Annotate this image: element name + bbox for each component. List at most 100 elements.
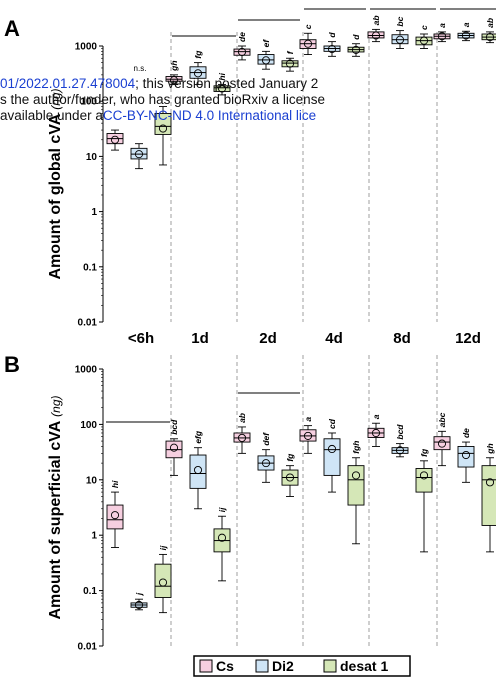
legend-label-cs: Cs <box>216 658 234 674</box>
panel-b-box-12d-desat1-significance-label: gh <box>485 443 495 454</box>
panel-a-box-8d-Di2-mean-marker <box>395 35 405 44</box>
panel-b-letter: B <box>4 352 20 377</box>
category-label-2d: 2d <box>259 330 277 347</box>
panel-a-y-tick-label: 1 <box>91 207 97 218</box>
legend-label-desat1: desat 1 <box>340 658 388 674</box>
panel-a-box-4d-Cs-mean-marker <box>303 39 313 48</box>
panel-b-y-axis-label: Amount of superficial cVA (ng) <box>47 395 64 619</box>
panel-b-box-8d-Cs-significance-label: a <box>371 414 381 419</box>
panel-a-box-4d-desat1-significance-label: d <box>351 34 361 40</box>
category-label-6h: <6h <box>128 330 154 347</box>
panel-b-y-tick-label: 0.01 <box>78 642 98 653</box>
panel-a-box-2d-Cs <box>233 48 251 56</box>
panel-b-box-6h-Cs-significance-label: hi <box>110 480 120 488</box>
panel-a-box-4d-Cs-significance-label: c <box>303 24 313 29</box>
panel-a-box-4d-Di2-significance-label: d <box>327 32 337 38</box>
panel-a-y-axis-label-text: Amount of global cVA <box>47 110 64 280</box>
panel-b-box-8d-Di2-significance-label: bcd <box>395 424 405 440</box>
panel-b-box-2d-desat1-mean-marker <box>285 473 295 482</box>
banner-posted-text: ; this version posted January 2 <box>135 76 319 91</box>
panel-a-box-2d-Cs-significance-label: de <box>237 32 247 42</box>
panel-a-box-8d-desat1-significance-label: c <box>419 25 429 30</box>
panel-a-box-2d-Di2 <box>257 54 275 65</box>
doi-link[interactable]: 01/2022.01.27.478004 <box>0 76 136 91</box>
panel-b-box-6h-Cs-mean-marker <box>110 511 120 520</box>
panel-b-box-4d-Cs-mean-marker <box>303 431 313 440</box>
panel-a-box-2d-Cs-mean-marker <box>237 47 247 57</box>
panel-a-letter: A <box>4 16 20 41</box>
panel-a-box-2d-desat1-mean-marker <box>285 59 295 68</box>
panel-a-box-12d-desat1-mean-marker <box>485 33 495 42</box>
panel-b-box-2d-desat1-significance-label: fg <box>285 453 295 462</box>
panel-a-box-2d-Di2-mean-marker <box>261 56 271 65</box>
panel-a-box-1d-Di2-mean-marker <box>193 69 203 78</box>
legend-swatch-cs <box>199 659 213 673</box>
panel-b-box-1d-Cs-significance-label: bcd <box>169 419 179 435</box>
preprint-banner-line1: 01/2022.01.27.478004; this version poste… <box>0 76 318 92</box>
panel-b-box-12d-desat1-mean-marker <box>485 478 495 487</box>
panel-a-box-12d-Di2-significance-label: a <box>461 22 471 27</box>
panel-a-box-12d-desat1-significance-label: ab <box>485 18 495 28</box>
panel-b-box-1d-desat1-significance-label: ij <box>217 507 227 512</box>
panel-b-box-12d-Di2-significance-label: de <box>461 428 471 438</box>
panel-b-box-8d-desat1-mean-marker <box>419 471 429 480</box>
panel-a-box-1d-Di2-significance-label: fg <box>193 50 203 59</box>
panel-b-box-2d-Di2-mean-marker <box>261 459 271 468</box>
panel-b-box-12d-Di2 <box>457 445 475 468</box>
panel-a-box-1d-desat1-significance-label: hi <box>217 72 227 80</box>
panel-b-box-8d-Di2-mean-marker <box>395 446 405 455</box>
panel-b-box-6h-Di2-mean-marker <box>134 600 144 610</box>
panel-a-y-axis-label: Amount of global cVA (ng) <box>47 88 64 279</box>
panel-b-box-2d-Di2-significance-label: def <box>261 432 271 446</box>
panel-a-box-2d-desat1-significance-label: f <box>285 50 295 54</box>
panel-a-box-2d-Di2-significance-label: ef <box>261 39 271 48</box>
panel-a-box-6h-desat1-mean-marker <box>158 124 168 133</box>
panel-b-box-1d-Di2-mean-marker <box>193 465 203 475</box>
legend-box <box>193 655 411 677</box>
category-label-8d: 8d <box>393 330 411 347</box>
panel-b-box-6h-desat1-mean-marker <box>158 578 168 587</box>
panel-a-ns-annotation: n.s. <box>134 64 147 73</box>
panel-a-y-axis-unit: (ng) <box>49 88 63 109</box>
panel-b-box-6h-Cs <box>106 504 124 530</box>
category-label-1d: 1d <box>191 330 209 347</box>
panel-a-box-1d-desat1-mean-marker <box>217 84 227 93</box>
panel-a-box-8d-Di2-significance-label: bc <box>395 16 405 26</box>
panel-a-box-1d-desat1 <box>213 85 231 92</box>
panel-b-box-1d-Di2-significance-label: efg <box>193 430 203 444</box>
panel-b-box-1d-Cs-mean-marker <box>169 443 179 452</box>
panel-b-box-2d-Cs-significance-label: ab <box>237 413 247 423</box>
panel-b-box-8d-desat1 <box>415 468 433 493</box>
panel-b-box-8d-desat1-significance-label: fg <box>419 448 429 457</box>
panel-a-box-4d-desat1-mean-marker <box>351 45 361 54</box>
panel-a-box-8d-Cs <box>367 31 385 39</box>
panel-a-box-6h-desat1 <box>154 112 172 135</box>
panel-b-box-4d-Cs-significance-label: a <box>303 417 313 422</box>
panel-a-box-12d-Cs-significance-label: a <box>437 23 447 28</box>
panel-b-box-12d-Cs-significance-label: abc <box>437 412 447 427</box>
panel-b-y-tick-label: 1000 <box>75 365 98 376</box>
preprint-banner-line2: s the author/funder, who has granted bio… <box>0 92 325 108</box>
panel-b-y-tick-label: 1 <box>91 531 97 542</box>
panel-a-y-tick-label: 100 <box>80 97 97 108</box>
panel-a-box-1d-Cs-significance-label: gh <box>169 60 179 71</box>
panel-a-box-8d-desat1-mean-marker <box>419 36 429 45</box>
banner-available-text: available under a <box>0 108 103 123</box>
panel-a-box-12d-Cs-mean-marker <box>437 32 447 41</box>
panel-b-box-12d-Cs <box>433 436 451 451</box>
panel-b-y-tick-label: 100 <box>80 420 97 431</box>
panel-a-y-tick-label: 0.1 <box>83 262 97 273</box>
panel-b-box-6h-Di2-significance-label: j <box>134 592 144 596</box>
panel-b-box-12d-Cs-mean-marker <box>437 439 447 448</box>
legend-swatch-di2 <box>255 659 269 673</box>
category-label-12d: 12d <box>455 330 481 347</box>
panel-b-box-6h-desat1 <box>154 563 172 598</box>
panel-b-box-1d-Di2 <box>189 454 207 489</box>
panel-a-box-4d-Di2-mean-marker <box>327 45 337 54</box>
panel-a-box-8d-Cs-significance-label: ab <box>371 15 381 25</box>
panel-b-y-tick-label: 10 <box>86 475 98 486</box>
panel-b-box-2d-Cs-mean-marker <box>237 433 247 442</box>
license-link[interactable]: CC-BY-NC-ND 4.0 International lice <box>102 108 317 123</box>
panel-b-box-1d-desat1-mean-marker <box>217 533 227 542</box>
panel-a-box-6h-Di2-mean-marker <box>134 150 144 159</box>
